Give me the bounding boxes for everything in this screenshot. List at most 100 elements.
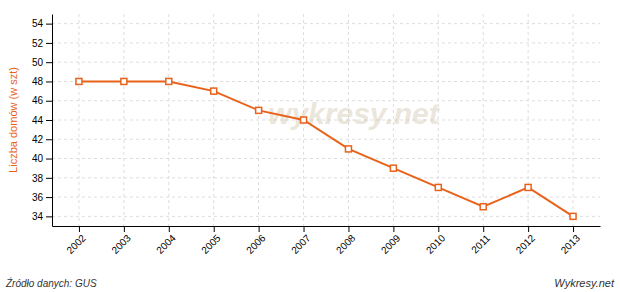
y-tick-mark xyxy=(46,101,52,102)
y-tick-label: 46 xyxy=(32,95,44,106)
y-tick-mark xyxy=(46,159,52,160)
x-tick-label: 2010 xyxy=(424,232,448,256)
grid-line-x xyxy=(258,14,259,226)
grid-line-y xyxy=(52,62,600,63)
x-tick: 2006 xyxy=(244,226,268,256)
marker xyxy=(480,204,486,210)
x-tick-label: 2009 xyxy=(379,232,403,256)
x-tick-mark xyxy=(393,226,394,232)
y-tick-mark xyxy=(46,62,52,63)
x-tick: 2012 xyxy=(514,226,538,256)
x-tick-label: 2004 xyxy=(154,232,178,256)
x-tick-mark xyxy=(169,226,170,232)
y-tick: 46 xyxy=(32,95,52,106)
x-tick-mark xyxy=(79,226,80,232)
grid-line-y xyxy=(52,23,600,24)
y-axis-title: Liczba domów (w szt) xyxy=(7,67,19,173)
watermark-center: wykresy.net xyxy=(268,97,441,130)
y-tick: 36 xyxy=(32,192,52,203)
y-tick-mark xyxy=(46,139,52,140)
y-tick-label: 50 xyxy=(32,57,44,68)
x-tick-mark xyxy=(124,226,125,232)
x-tick-label: 2007 xyxy=(289,232,313,256)
x-tick-mark xyxy=(438,226,439,232)
marker xyxy=(570,213,576,219)
y-tick-mark xyxy=(46,178,52,179)
y-tick-label: 34 xyxy=(32,211,44,222)
y-tick-label: 44 xyxy=(32,115,44,126)
y-tick-label: 52 xyxy=(32,38,44,49)
grid-line-x xyxy=(213,14,214,226)
grid-line-x xyxy=(78,14,79,226)
x-tick-mark xyxy=(214,226,215,232)
y-tick: 52 xyxy=(32,38,52,49)
marker xyxy=(121,78,127,84)
grid-line-y xyxy=(52,42,600,43)
x-tick-mark xyxy=(483,226,484,232)
x-axis: 2002 2003 2004 2005 2006 2007 2008 2009 2010 2011… xyxy=(53,226,601,256)
x-tick: 2013 xyxy=(559,226,583,256)
source-text: Źródło danych: GUS xyxy=(5,277,97,289)
grid-line-x xyxy=(483,14,484,226)
series-group xyxy=(76,78,576,219)
grid-line-x xyxy=(168,14,169,226)
x-tick: 2007 xyxy=(289,226,313,256)
y-tick: 48 xyxy=(32,76,52,87)
grid-line-y xyxy=(52,139,600,140)
marker xyxy=(166,78,172,84)
y-axis: 3436384042444648505254 xyxy=(32,15,53,227)
x-tick: 2009 xyxy=(379,226,403,256)
y-tick: 40 xyxy=(32,153,52,164)
marker xyxy=(435,184,441,190)
y-tick-mark xyxy=(46,216,52,217)
y-tick-label: 48 xyxy=(32,76,44,87)
x-tick-mark xyxy=(259,226,260,232)
x-tick: 2003 xyxy=(109,226,133,256)
y-tick-label: 42 xyxy=(32,134,44,145)
y-tick-label: 38 xyxy=(32,173,44,184)
marker xyxy=(76,78,82,84)
grid-line-x xyxy=(528,14,529,226)
plot-area: wykresy.net20022003200420052006200720082… xyxy=(32,14,601,256)
chart-container: wykresy.net20022003200420052006200720082… xyxy=(0,0,620,292)
marker xyxy=(390,165,396,171)
grid-line-y xyxy=(52,197,600,198)
grid-line-y xyxy=(52,177,600,178)
x-tick: 2004 xyxy=(154,226,178,256)
x-tick-mark xyxy=(528,226,529,232)
x-tick: 2002 xyxy=(64,226,88,256)
grid xyxy=(52,14,600,226)
chart-svg: wykresy.net20022003200420052006200720082… xyxy=(0,0,620,292)
line xyxy=(79,81,573,216)
y-tick-mark xyxy=(46,120,52,121)
marker xyxy=(256,107,262,113)
x-tick-label: 2011 xyxy=(469,232,492,255)
marker xyxy=(211,88,217,94)
y-tick-mark xyxy=(46,81,52,82)
marker xyxy=(525,184,531,190)
x-tick-label: 2005 xyxy=(199,232,223,256)
y-tick: 38 xyxy=(32,173,52,184)
grid-line-x xyxy=(123,14,124,226)
marker xyxy=(301,117,307,123)
x-tick: 2008 xyxy=(334,226,358,256)
y-tick: 42 xyxy=(32,134,52,145)
y-tick-label: 40 xyxy=(32,153,44,164)
y-tick: 50 xyxy=(32,57,52,68)
x-tick-mark xyxy=(573,226,574,232)
x-tick-label: 2003 xyxy=(109,232,133,256)
x-axis-line xyxy=(53,226,601,227)
x-tick-mark xyxy=(348,226,349,232)
x-tick-label: 2012 xyxy=(514,232,538,256)
y-axis-line xyxy=(52,15,53,227)
y-tick-label: 36 xyxy=(32,192,44,203)
marker xyxy=(345,146,351,152)
grid-line-y xyxy=(52,216,600,217)
grid-line-x xyxy=(573,14,574,226)
x-tick-label: 2002 xyxy=(64,232,88,256)
y-tick: 44 xyxy=(32,115,52,126)
watermark-text: Wykresy.net xyxy=(554,277,615,289)
x-tick: 2005 xyxy=(199,226,223,256)
y-tick: 34 xyxy=(32,211,52,222)
x-tick: 2011 xyxy=(469,226,492,255)
